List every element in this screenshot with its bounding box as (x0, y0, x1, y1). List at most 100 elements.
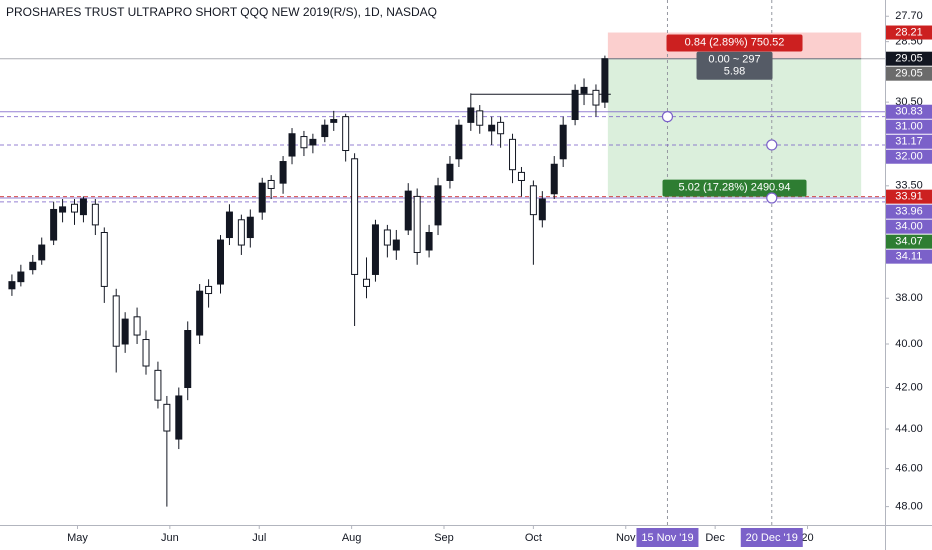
candle-body (509, 138, 517, 171)
candle-body (342, 116, 350, 152)
candle-body (446, 163, 454, 181)
candle-body (550, 163, 558, 195)
candle-body (237, 219, 245, 246)
candle-body (434, 185, 442, 226)
price-badge (886, 25, 932, 40)
candle-body (59, 206, 67, 213)
price-badge (886, 189, 932, 204)
candle-body (163, 403, 171, 432)
candle-body (100, 231, 108, 287)
candle-body (330, 119, 338, 123)
candle-body (258, 182, 266, 213)
drawing-handle (766, 139, 778, 151)
price-badge (886, 119, 932, 134)
candle-body (38, 244, 46, 261)
price-badge (886, 104, 932, 119)
price-badge-label: 29.05 (895, 53, 923, 65)
entry-label-bg (696, 51, 773, 80)
candle-body (50, 208, 58, 241)
candle-body (29, 261, 37, 271)
candle-body (309, 138, 317, 146)
candle-body (112, 295, 120, 347)
price-badge-label: 33.91 (895, 191, 923, 203)
candle-body (175, 395, 183, 440)
target-label: 0.84 (2.89%) 750.52 (685, 36, 785, 48)
candle-body (288, 133, 296, 157)
price-badge (886, 51, 932, 66)
candle-body (8, 281, 16, 290)
drawing-handle (661, 111, 674, 123)
candle-body (17, 271, 25, 283)
price-badge (886, 219, 932, 234)
x-tick-label: Nov (616, 532, 636, 544)
candle-body (529, 185, 537, 216)
candle-body (217, 239, 225, 285)
price-badge-label: 30.83 (895, 106, 923, 118)
y-tick-label: 27.70 (895, 10, 923, 22)
price-badge (886, 149, 932, 164)
price-badge-label: 31.00 (895, 121, 923, 133)
candle-body (91, 203, 99, 226)
x-tick-label: Sep (434, 532, 454, 544)
marker-label: 15 Nov '19 (641, 532, 693, 544)
price-badge-label: 34.11 (896, 251, 923, 263)
candle-body (154, 369, 162, 401)
candle-body (246, 216, 254, 239)
x-tick-label: Aug (342, 532, 362, 544)
candle-body (488, 124, 496, 132)
candle-body (404, 190, 412, 231)
y-tick-label: 40.00 (895, 338, 923, 350)
candle-body (455, 124, 463, 160)
stop-label: 5.02 (17.28%) 2490.94 (679, 182, 791, 194)
price-badge-label: 32.00 (895, 151, 923, 163)
entry-label: 0.00 ~ 297 (708, 54, 760, 66)
drawing-handle (766, 192, 778, 204)
candle-body (476, 110, 484, 126)
target-label-bg (666, 34, 803, 52)
candle-body (267, 179, 275, 189)
candle-body (79, 198, 87, 216)
x-tick-label: 20 (801, 532, 813, 544)
candle-body (279, 161, 287, 184)
candle-body (321, 124, 329, 138)
candle-body (371, 224, 379, 275)
candle-body (121, 318, 129, 345)
candle-body (383, 229, 391, 246)
entry-label: 5.98 (724, 66, 745, 78)
price-badge-label: 33.96 (895, 206, 923, 218)
x-tick-label: May (67, 532, 88, 544)
y-tick-label: 46.00 (895, 463, 923, 475)
candle-body (205, 285, 213, 295)
candle-body (392, 239, 400, 251)
price-badge (886, 249, 932, 264)
stop-zone (607, 58, 862, 197)
candle-body (184, 330, 192, 389)
candle-body (559, 124, 567, 160)
marker-label: 20 Dec '19 (746, 532, 798, 544)
chart-title: PROSHARES TRUST ULTRAPRO SHORT QQQ NEW 2… (6, 5, 437, 19)
stop-label-bg (662, 179, 807, 197)
price-badge-label: 29.05 (895, 68, 923, 80)
candle-body (517, 171, 525, 181)
x-tick-label: Dec (705, 532, 725, 544)
price-badge (886, 234, 932, 249)
price-badge (886, 204, 932, 219)
candle-body (142, 339, 150, 367)
x-tick-label: Jul (252, 532, 266, 544)
price-badge-label: 34.07 (895, 236, 923, 248)
candle-body (351, 158, 359, 275)
x-tick-label: Oct (525, 532, 542, 544)
y-tick-label: 42.00 (895, 381, 923, 393)
candle-body (413, 195, 421, 253)
marker-badge (740, 528, 803, 547)
candle-body (225, 211, 233, 239)
price-badge-label: 28.21 (895, 26, 923, 38)
candle-body (300, 136, 308, 149)
candle-body (425, 231, 433, 251)
x-tick-label: Jun (161, 532, 179, 544)
price-badge-label: 31.17 (895, 136, 923, 148)
marker-badge (636, 528, 699, 547)
candle-body (363, 278, 371, 287)
